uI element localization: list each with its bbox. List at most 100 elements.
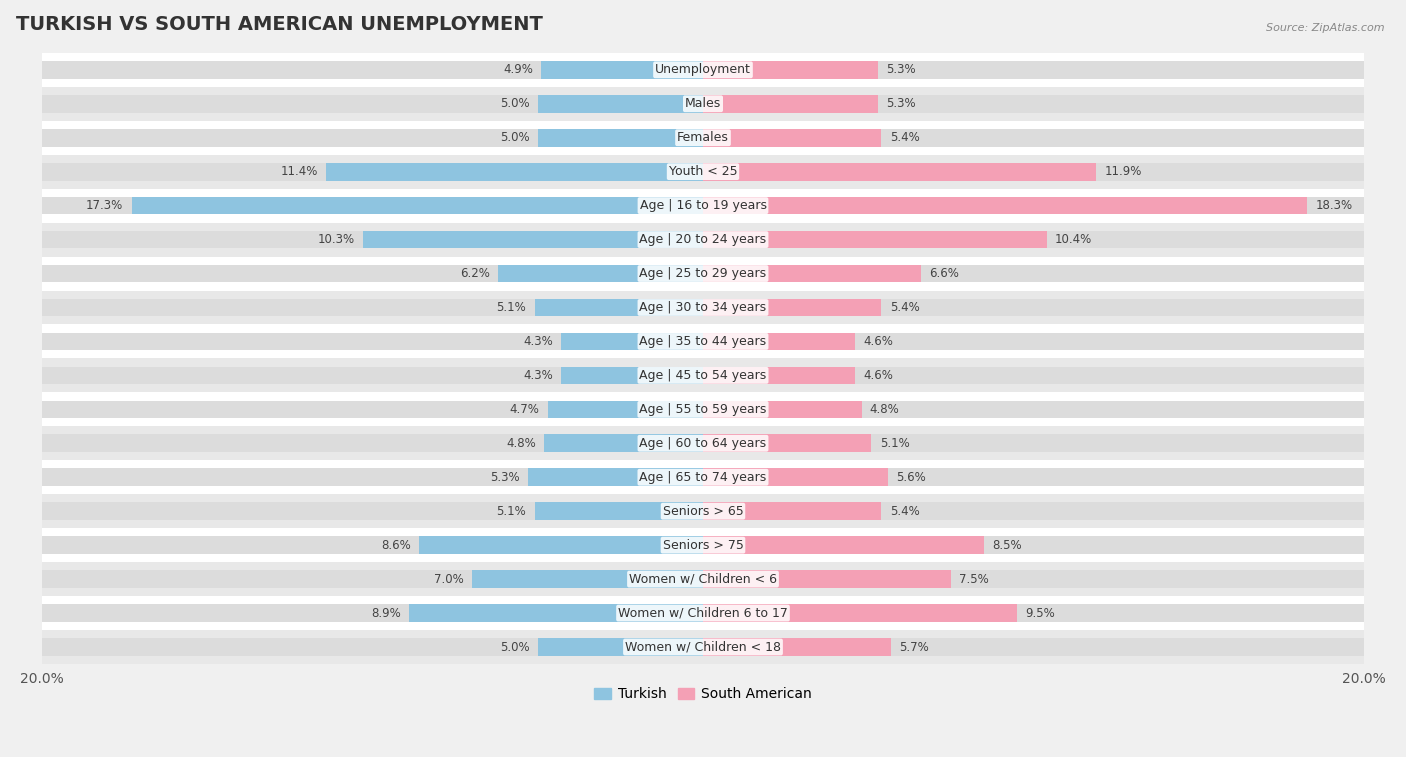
Text: 9.5%: 9.5% bbox=[1025, 606, 1054, 619]
Bar bbox=[42, 469, 703, 486]
Bar bbox=[703, 95, 1364, 113]
Bar bbox=[703, 604, 1364, 622]
Text: 17.3%: 17.3% bbox=[86, 199, 124, 212]
Text: 8.5%: 8.5% bbox=[993, 539, 1022, 552]
Bar bbox=[538, 638, 703, 656]
Bar bbox=[534, 299, 703, 316]
Bar bbox=[541, 61, 703, 79]
Text: Age | 45 to 54 years: Age | 45 to 54 years bbox=[640, 369, 766, 382]
Text: 11.4%: 11.4% bbox=[281, 165, 318, 178]
Bar bbox=[703, 265, 921, 282]
Bar bbox=[42, 494, 1364, 528]
Bar bbox=[544, 435, 703, 452]
Bar bbox=[42, 325, 1364, 358]
Bar bbox=[538, 95, 703, 113]
Text: 4.3%: 4.3% bbox=[523, 369, 553, 382]
Text: Seniors > 75: Seniors > 75 bbox=[662, 539, 744, 552]
Bar bbox=[132, 197, 703, 214]
Bar bbox=[42, 630, 1364, 664]
Text: Women w/ Children < 18: Women w/ Children < 18 bbox=[626, 640, 780, 653]
Text: 10.3%: 10.3% bbox=[318, 233, 354, 246]
Bar bbox=[703, 366, 855, 385]
Bar bbox=[703, 61, 1364, 79]
Text: 18.3%: 18.3% bbox=[1316, 199, 1353, 212]
Bar bbox=[42, 231, 703, 248]
Text: 8.6%: 8.6% bbox=[381, 539, 411, 552]
Bar bbox=[42, 503, 703, 520]
Text: Males: Males bbox=[685, 97, 721, 111]
Bar bbox=[409, 604, 703, 622]
Bar bbox=[703, 332, 1364, 350]
Text: 8.9%: 8.9% bbox=[371, 606, 401, 619]
Bar bbox=[42, 223, 1364, 257]
Bar bbox=[326, 163, 703, 180]
Text: 6.6%: 6.6% bbox=[929, 267, 959, 280]
Text: 4.7%: 4.7% bbox=[509, 403, 540, 416]
Text: 4.6%: 4.6% bbox=[863, 335, 893, 348]
Text: Age | 25 to 29 years: Age | 25 to 29 years bbox=[640, 267, 766, 280]
Text: 4.3%: 4.3% bbox=[523, 335, 553, 348]
Bar bbox=[42, 299, 703, 316]
Bar bbox=[42, 95, 703, 113]
Bar bbox=[42, 163, 703, 180]
Bar bbox=[703, 435, 1364, 452]
Bar bbox=[42, 366, 703, 385]
Text: Seniors > 65: Seniors > 65 bbox=[662, 505, 744, 518]
Bar bbox=[561, 332, 703, 350]
Text: 5.3%: 5.3% bbox=[886, 97, 915, 111]
Bar bbox=[42, 332, 703, 350]
Bar bbox=[527, 469, 703, 486]
Bar bbox=[703, 332, 855, 350]
Bar bbox=[498, 265, 703, 282]
Text: 5.4%: 5.4% bbox=[890, 131, 920, 145]
Bar bbox=[703, 604, 1017, 622]
Bar bbox=[42, 53, 1364, 87]
Bar bbox=[703, 570, 950, 588]
Text: 4.8%: 4.8% bbox=[870, 403, 900, 416]
Bar bbox=[42, 197, 703, 214]
Bar bbox=[703, 638, 1364, 656]
Bar bbox=[703, 163, 1364, 180]
Bar bbox=[42, 596, 1364, 630]
Bar bbox=[703, 469, 1364, 486]
Text: Age | 55 to 59 years: Age | 55 to 59 years bbox=[640, 403, 766, 416]
Text: 5.0%: 5.0% bbox=[501, 97, 530, 111]
Bar bbox=[363, 231, 703, 248]
Bar bbox=[42, 291, 1364, 325]
Bar bbox=[703, 231, 1364, 248]
Text: Age | 16 to 19 years: Age | 16 to 19 years bbox=[640, 199, 766, 212]
Bar bbox=[419, 536, 703, 554]
Text: Age | 65 to 74 years: Age | 65 to 74 years bbox=[640, 471, 766, 484]
Bar bbox=[703, 366, 1364, 385]
Bar bbox=[703, 129, 882, 147]
Bar bbox=[703, 163, 1097, 180]
Text: 4.6%: 4.6% bbox=[863, 369, 893, 382]
Bar bbox=[561, 366, 703, 385]
Text: TURKISH VS SOUTH AMERICAN UNEMPLOYMENT: TURKISH VS SOUTH AMERICAN UNEMPLOYMENT bbox=[15, 15, 543, 34]
Bar bbox=[703, 299, 882, 316]
Bar bbox=[42, 392, 1364, 426]
Text: Age | 35 to 44 years: Age | 35 to 44 years bbox=[640, 335, 766, 348]
Bar bbox=[42, 528, 1364, 562]
Bar bbox=[42, 188, 1364, 223]
Bar bbox=[42, 61, 703, 79]
Bar bbox=[42, 536, 703, 554]
Bar bbox=[42, 638, 703, 656]
Text: Females: Females bbox=[678, 131, 728, 145]
Bar bbox=[42, 460, 1364, 494]
Bar bbox=[703, 503, 1364, 520]
Text: 4.9%: 4.9% bbox=[503, 64, 533, 76]
Bar bbox=[703, 503, 882, 520]
Bar bbox=[42, 400, 703, 418]
Bar bbox=[703, 638, 891, 656]
Text: 5.7%: 5.7% bbox=[900, 640, 929, 653]
Text: Age | 60 to 64 years: Age | 60 to 64 years bbox=[640, 437, 766, 450]
Text: Unemployment: Unemployment bbox=[655, 64, 751, 76]
Text: 5.0%: 5.0% bbox=[501, 640, 530, 653]
Bar bbox=[534, 503, 703, 520]
Bar bbox=[703, 400, 862, 418]
Text: Source: ZipAtlas.com: Source: ZipAtlas.com bbox=[1267, 23, 1385, 33]
Bar bbox=[42, 257, 1364, 291]
Text: 4.8%: 4.8% bbox=[506, 437, 536, 450]
Text: Women w/ Children < 6: Women w/ Children < 6 bbox=[628, 572, 778, 586]
